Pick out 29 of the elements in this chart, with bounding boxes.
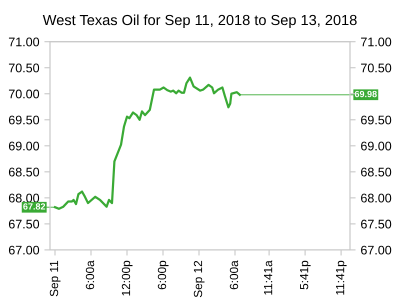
y2-tick-label: 67.50: [361, 220, 392, 229]
y-tick-label: 68.00: [8, 194, 40, 202]
y-tick-label: 71.00: [8, 38, 40, 46]
x-tick-label: 12:00p: [122, 260, 132, 296]
x-tick-label: 11:41p: [336, 260, 347, 295]
y2-tick-label: 68.50: [361, 168, 392, 176]
y-tick-label: 70.50: [8, 64, 40, 72]
annotation: 67.82: [23, 203, 46, 210]
y-tick-label: 68.50: [8, 168, 40, 176]
y2-tick-label: 70.50: [361, 64, 392, 72]
chart-title: West Texas Oil for Sep 11, 2018 to Sep 13, 2018: [42, 14, 357, 28]
x-tick-label: 11:41a: [264, 260, 272, 295]
x-tick-label: Sep 11: [50, 260, 60, 296]
y2-tick-label: 67.00: [361, 246, 392, 255]
y-tick-label: 70.00: [8, 90, 40, 98]
y2-tick-label: 71.00: [361, 38, 392, 46]
annotation: 69.98: [354, 90, 377, 98]
y2-tick-label: 69.50: [361, 116, 392, 124]
y-tick-label: 69.00: [8, 142, 40, 150]
y-tick-label: 67.00: [8, 246, 40, 255]
x-tick-label: 6:00a: [86, 260, 94, 290]
y2-tick-label: 68.00: [361, 194, 392, 202]
x-tick-label: Sep 12: [194, 260, 204, 298]
y2-tick-label: 69.00: [361, 142, 392, 150]
y-tick-label: 69.50: [8, 116, 40, 124]
y-tick-label: 67.50: [8, 220, 40, 229]
x-tick-label: 6:00a: [230, 260, 238, 290]
x-tick-label: 5:41p: [300, 260, 311, 290]
x-tick-label: 6:00p: [158, 260, 168, 290]
